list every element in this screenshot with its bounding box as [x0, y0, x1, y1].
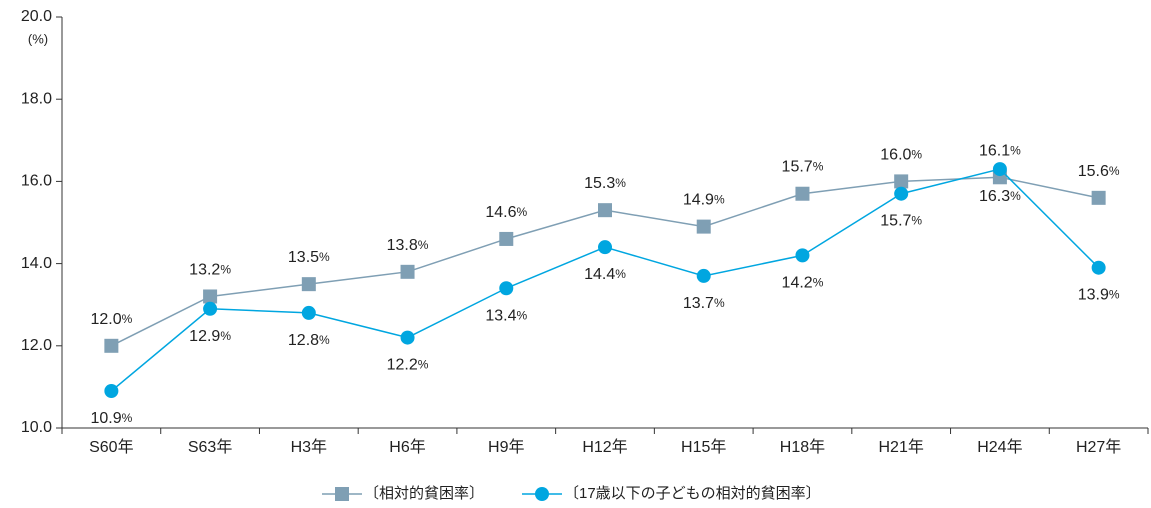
data-label: 15.7%	[782, 159, 824, 176]
data-label: 15.3%	[584, 175, 626, 192]
data-label: 13.8%	[387, 237, 429, 254]
x-tick-label: H27年	[1076, 438, 1121, 456]
marker	[499, 231, 514, 246]
data-label: 16.0%	[880, 147, 922, 164]
marker	[499, 281, 514, 296]
data-label: 13.4%	[485, 307, 527, 324]
marker	[795, 186, 810, 201]
data-label: 16.1%	[979, 143, 1021, 160]
data-label: 14.4%	[584, 266, 626, 283]
x-tick-label: H9年	[488, 438, 524, 456]
data-label: 14.9%	[683, 192, 725, 209]
y-tick-label: 14.0	[21, 255, 52, 272]
marker	[203, 289, 218, 304]
marker	[992, 162, 1007, 177]
x-tick-label: H18年	[780, 438, 825, 456]
marker	[535, 487, 549, 501]
data-label: 13.2%	[189, 262, 231, 279]
marker	[696, 268, 711, 283]
data-label: 12.0%	[90, 311, 132, 328]
data-label: 13.7%	[683, 295, 725, 312]
marker	[203, 301, 218, 316]
marker	[795, 248, 810, 263]
marker	[894, 186, 909, 201]
marker	[301, 277, 316, 292]
marker	[1091, 190, 1106, 205]
marker	[1091, 260, 1106, 275]
data-label: 13.9%	[1078, 287, 1120, 304]
data-label: 12.9%	[189, 328, 231, 345]
data-label: 13.5%	[288, 249, 330, 266]
marker	[335, 487, 349, 501]
x-tick-label: H21年	[879, 438, 924, 456]
data-label: 15.7%	[880, 213, 922, 230]
y-tick-label: 18.0	[21, 90, 52, 107]
x-tick-label: H6年	[389, 438, 425, 456]
marker	[598, 203, 612, 218]
y-tick-label: 12.0	[21, 337, 52, 354]
marker	[104, 338, 119, 353]
legend-item: 〔17歳以下の子どもの相対的貧困率〕	[522, 485, 821, 502]
marker	[400, 264, 415, 279]
y-tick-label: 16.0	[21, 173, 52, 190]
x-tick-label: H12年	[582, 438, 627, 456]
legend-item: 〔相対的貧困率〕	[322, 485, 484, 502]
x-tick-label: H15年	[681, 438, 726, 456]
data-label: 10.9%	[90, 410, 132, 427]
data-label: 14.2%	[782, 275, 824, 292]
legend-label: 〔相対的貧困率〕	[364, 485, 484, 502]
data-label: 16.3%	[979, 188, 1021, 205]
x-tick-label: H3年	[291, 438, 327, 456]
marker	[696, 219, 711, 234]
data-label: 15.6%	[1078, 163, 1120, 180]
legend-label: 〔17歳以下の子どもの相対的貧困率〕	[564, 485, 821, 502]
data-label: 12.8%	[288, 332, 330, 349]
marker	[301, 305, 316, 320]
x-tick-label: H24年	[977, 438, 1022, 456]
y-tick-label: 20.0	[21, 8, 52, 25]
data-label: 12.2%	[387, 357, 429, 374]
series-line	[111, 176, 1099, 347]
x-tick-label: S63年	[188, 438, 232, 456]
marker	[400, 330, 415, 345]
y-unit: (%)	[28, 31, 48, 46]
data-label: 14.6%	[485, 204, 527, 221]
marker	[894, 174, 909, 189]
marker	[598, 240, 612, 255]
marker	[104, 384, 119, 399]
y-tick-label: 10.0	[21, 419, 52, 436]
x-tick-label: S60年	[89, 438, 133, 456]
